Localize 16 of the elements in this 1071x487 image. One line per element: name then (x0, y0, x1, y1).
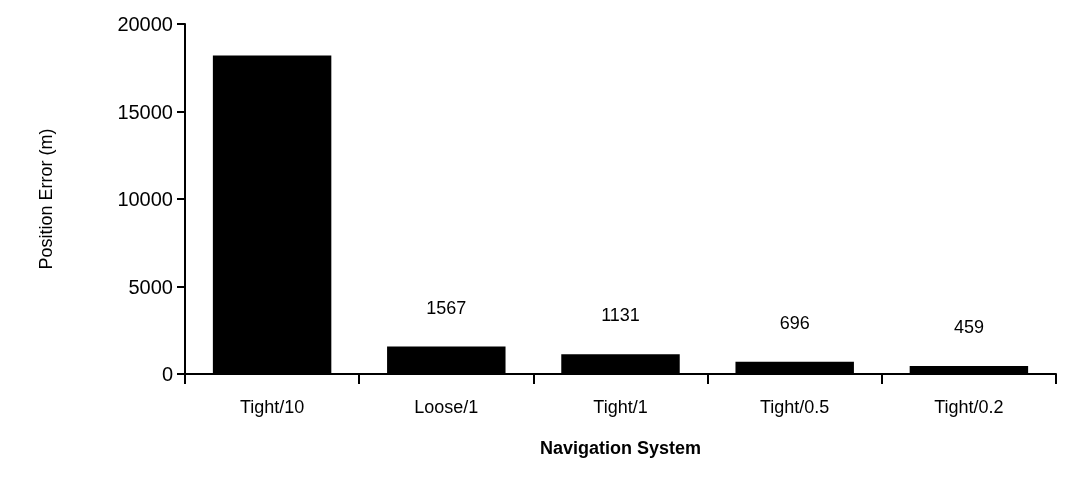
x-tick-label: Loose/1 (414, 397, 479, 417)
x-tick-label: Tight/10 (239, 397, 305, 417)
x-tick-label: Tight/1 (593, 397, 648, 417)
x-tick-label: Tight/0.2 (934, 397, 1004, 417)
y-axis-title: Position Error (m) (36, 128, 56, 270)
x-tick-label: Tight/0.5 (760, 397, 830, 417)
data-label: 1567 (426, 297, 467, 318)
y-tick-label: 20000 (117, 13, 173, 35)
data-label: 1131 (601, 305, 640, 326)
y-tick-label: 0 (161, 363, 173, 385)
x-axis-title: Navigation System (539, 438, 702, 458)
data-label: 696 (779, 312, 810, 333)
y-tick-label: 10000 (117, 188, 173, 210)
y-tick-label: 5000 (128, 275, 173, 298)
y-tick-label: 15000 (117, 100, 173, 123)
data-label: 459 (953, 316, 984, 337)
